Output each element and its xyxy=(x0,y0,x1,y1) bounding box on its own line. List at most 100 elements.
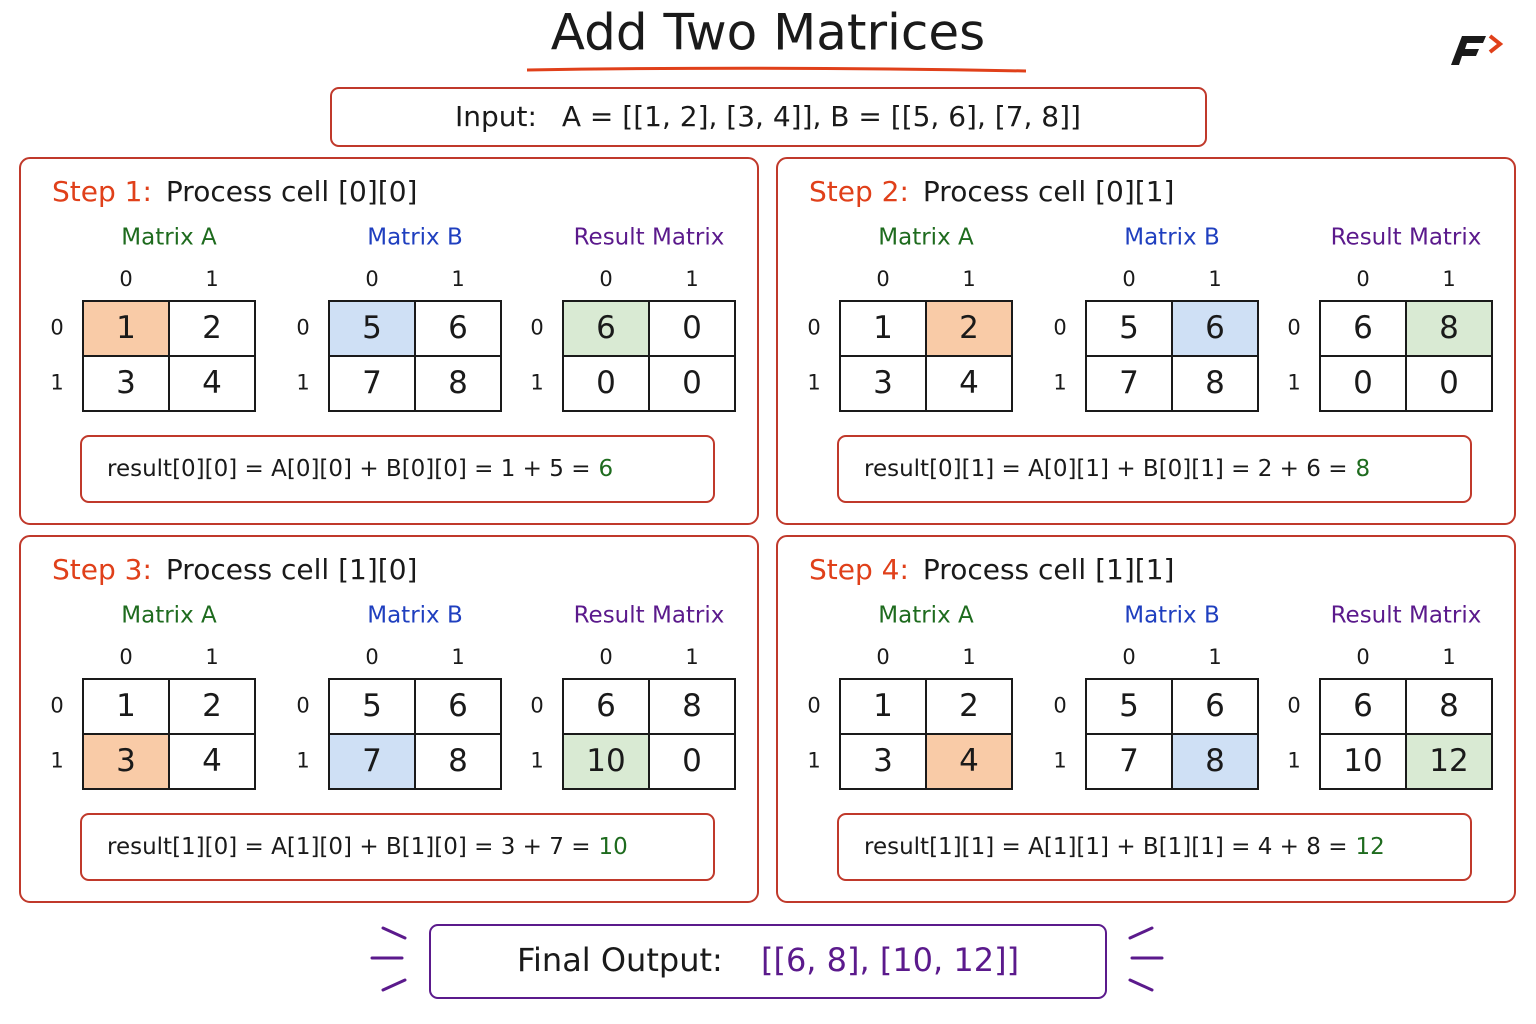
cell-value: 6 xyxy=(596,688,616,724)
row-index: 0 xyxy=(296,316,309,340)
cell-value: 5 xyxy=(362,688,382,724)
matrix-cell xyxy=(1171,678,1259,735)
cell-value: 0 xyxy=(1353,365,1373,401)
matrix-cell xyxy=(328,300,416,357)
row-index: 1 xyxy=(1053,371,1066,395)
formula: result[1][0] = A[1][0] + B[1][0] = 3 + 7… xyxy=(107,834,628,860)
matrix-cell xyxy=(168,733,256,790)
matrix-name: Result Matrix xyxy=(574,603,725,629)
cell-value: 6 xyxy=(1205,310,1225,346)
matrix-cell xyxy=(168,678,256,735)
matrix-cell xyxy=(925,300,1013,357)
cell-value: 6 xyxy=(1353,688,1373,724)
matrix-cell xyxy=(648,355,736,412)
row-index: 1 xyxy=(530,371,543,395)
cell-value: 6 xyxy=(596,310,616,346)
formula-result: 6 xyxy=(598,456,613,482)
row-index: 0 xyxy=(1053,694,1066,718)
cell-value: 4 xyxy=(202,365,222,401)
title: Add Two Matrices xyxy=(551,4,985,62)
step-heading: Step 4: Process cell [1][1] xyxy=(809,553,1174,586)
cell-value: 3 xyxy=(873,743,893,779)
step-text: Process cell [1][1] xyxy=(923,553,1175,586)
output-box xyxy=(429,924,1107,999)
row-index: 1 xyxy=(50,749,63,773)
matrix-cell xyxy=(1171,733,1259,790)
row-index: 1 xyxy=(296,749,309,773)
matrix-cell xyxy=(839,733,927,790)
cell-value: 4 xyxy=(202,743,222,779)
matrix-cell xyxy=(925,355,1013,412)
row-index: 0 xyxy=(50,316,63,340)
matrix-cell xyxy=(562,355,650,412)
step-panel: Step 1: Process cell [0][0] Matrix A 0 0 1 1 1 2… xyxy=(19,157,759,525)
row-index: 0 xyxy=(296,694,309,718)
matrix-cell xyxy=(1085,300,1173,357)
col-index: 1 xyxy=(1442,267,1455,291)
step-heading: Step 3: Process cell [1][0] xyxy=(52,553,417,586)
cell-value: 12 xyxy=(1429,743,1468,779)
matrix-name: Matrix A xyxy=(878,603,974,629)
matrix-cell xyxy=(1085,355,1173,412)
col-index: 0 xyxy=(599,645,612,669)
decoration xyxy=(370,926,1164,992)
cell-value: 1 xyxy=(116,688,136,724)
cell-value: 10 xyxy=(586,743,625,779)
step-label: Step 4: xyxy=(809,553,909,586)
col-index: 1 xyxy=(685,267,698,291)
cell-value: 3 xyxy=(873,365,893,401)
col-index: 0 xyxy=(1122,645,1135,669)
cell-value: 8 xyxy=(448,365,468,401)
matrix-cell xyxy=(1405,355,1493,412)
col-index: 1 xyxy=(685,645,698,669)
matrix-name: Matrix A xyxy=(878,225,974,251)
cell-value: 0 xyxy=(596,365,616,401)
col-index: 0 xyxy=(876,645,889,669)
matrix-name: Matrix B xyxy=(1124,603,1220,629)
row-index: 0 xyxy=(530,694,543,718)
cell-value: 7 xyxy=(1119,743,1139,779)
cell-value: 8 xyxy=(1205,365,1225,401)
matrix-cell xyxy=(925,678,1013,735)
row-index: 1 xyxy=(1287,371,1300,395)
row-index: 1 xyxy=(296,371,309,395)
step-panel: Step 3: Process cell [1][0] Matrix A 0 0 1 1 1 2… xyxy=(19,535,759,903)
col-index: 0 xyxy=(119,267,132,291)
col-index: 0 xyxy=(1356,645,1369,669)
cell-value: 8 xyxy=(682,688,702,724)
cell-value: 8 xyxy=(1439,310,1459,346)
row-index: 1 xyxy=(1287,749,1300,773)
matrix-cell xyxy=(328,355,416,412)
col-index: 1 xyxy=(962,645,975,669)
cell-value: 0 xyxy=(682,743,702,779)
panel-border xyxy=(19,535,759,903)
cell-value: 6 xyxy=(1205,688,1225,724)
row-index: 1 xyxy=(50,371,63,395)
matrix-cell xyxy=(925,733,1013,790)
cell-value: 8 xyxy=(1439,688,1459,724)
row-index: 0 xyxy=(50,694,63,718)
step-label: Step 2: xyxy=(809,175,909,208)
title-underline xyxy=(526,66,1027,73)
cell-value: 6 xyxy=(1353,310,1373,346)
formula-box xyxy=(837,813,1472,881)
panel-border xyxy=(776,157,1516,525)
cell-value: 2 xyxy=(202,688,222,724)
matrix-cell xyxy=(648,733,736,790)
row-index: 1 xyxy=(530,749,543,773)
col-index: 1 xyxy=(1442,645,1455,669)
formula-result: 8 xyxy=(1355,456,1370,482)
output-value: [[6, 8], [10, 12]] xyxy=(761,941,1019,979)
formula-result: 10 xyxy=(598,834,627,860)
step-label: Step 1: xyxy=(52,175,152,208)
matrix-cell xyxy=(562,300,650,357)
input-text: Input: A = [[1, 2], [3, 4]], B = [[5, 6]… xyxy=(455,100,1081,133)
col-index: 1 xyxy=(962,267,975,291)
matrix-cell xyxy=(1319,355,1407,412)
row-index: 1 xyxy=(1053,749,1066,773)
cell-value: 1 xyxy=(873,688,893,724)
step-panel: Step 4: Process cell [1][1] Matrix A 0 0 1 1 1 2… xyxy=(776,535,1516,903)
cell-value: 3 xyxy=(116,365,136,401)
matrix-name: Matrix B xyxy=(1124,225,1220,251)
